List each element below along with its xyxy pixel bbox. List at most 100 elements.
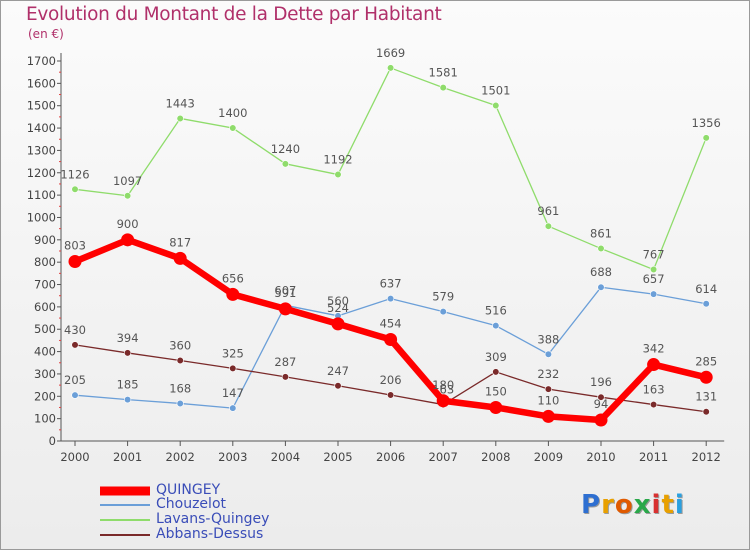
data-label: 579 [432, 290, 454, 304]
data-point [123, 349, 132, 357]
data-point [436, 394, 450, 408]
x-tick-label: 2000 [60, 450, 89, 464]
data-label: 196 [590, 375, 612, 389]
legend-label: QUINGEY [156, 482, 221, 498]
x-tick-label: 2004 [271, 450, 300, 464]
data-label: 360 [169, 339, 191, 353]
data-point [594, 413, 608, 427]
x-tick-label: 2003 [218, 450, 247, 464]
legend-swatch [100, 486, 150, 496]
proxiti-logo: Proxiti [581, 490, 685, 520]
x-tick-label: 2001 [113, 450, 142, 464]
x-tick-label: 2008 [481, 450, 510, 464]
y-tick-label: 400 [34, 345, 56, 359]
data-label: 637 [380, 277, 402, 291]
data-point [597, 244, 605, 253]
data-point [384, 333, 398, 347]
data-point [173, 251, 187, 265]
data-label: 861 [590, 227, 612, 241]
data-point [702, 134, 710, 142]
data-label: 688 [590, 265, 612, 279]
y-tick-label: 1000 [27, 210, 56, 224]
data-point [71, 341, 79, 349]
data-label: 657 [643, 272, 665, 286]
data-point [544, 222, 553, 230]
data-point [439, 307, 447, 316]
data-point [176, 114, 184, 123]
data-label: 342 [643, 342, 665, 356]
data-point [229, 124, 237, 132]
y-tick-label: 1400 [27, 121, 56, 135]
y-tick-label: 700 [34, 278, 56, 292]
data-label: 900 [117, 217, 139, 231]
data-label: 1501 [481, 83, 510, 97]
data-point [121, 233, 135, 247]
y-tick-label: 1700 [27, 54, 56, 68]
data-point [439, 83, 447, 92]
data-point [71, 391, 79, 399]
data-label: 147 [222, 386, 244, 400]
data-label: 1669 [376, 46, 405, 60]
data-point [229, 364, 237, 372]
legend-swatch [100, 504, 150, 506]
data-point [492, 322, 500, 330]
x-tick-label: 2009 [534, 450, 563, 464]
legend-label: Chouzelot [156, 496, 226, 512]
data-label: 388 [537, 332, 559, 346]
data-point [176, 399, 184, 408]
data-label: 656 [222, 271, 244, 285]
data-point [331, 317, 345, 331]
x-tick-label: 2011 [639, 450, 668, 464]
data-label: 163 [643, 383, 665, 397]
data-label: 205 [64, 373, 86, 387]
y-tick-label: 300 [34, 367, 56, 381]
data-point [123, 396, 132, 404]
data-label: 180 [432, 378, 454, 392]
data-label: 150 [485, 384, 507, 398]
data-label: 309 [485, 350, 507, 364]
data-label: 285 [695, 354, 717, 368]
chart-series: 1126 109714431400124011921669158115019618… [60, 46, 721, 427]
y-tick-label: 600 [34, 300, 56, 314]
data-label: 1126 [60, 167, 89, 181]
series-chouzelot: 205 185 168 147 607 560 637 579 516 388 688 657 614 [64, 265, 717, 412]
data-point [71, 185, 79, 193]
data-point [544, 385, 553, 393]
data-label: 247 [327, 364, 349, 378]
legend-label: Abbans-Dessus [156, 526, 264, 542]
y-tick-label: 500 [34, 322, 56, 336]
data-label: 591 [274, 286, 296, 300]
data-label: 524 [327, 301, 349, 315]
data-point [387, 391, 395, 399]
data-label: 110 [537, 393, 559, 407]
data-point [123, 192, 132, 200]
data-label: 607 [274, 283, 296, 297]
data-label: 325 [222, 346, 244, 360]
data-label: 516 [485, 304, 507, 318]
data-label: 1240 [271, 142, 300, 156]
data-label: 394 [117, 331, 139, 345]
y-tick-label: 200 [34, 389, 56, 403]
x-tick-label: 2007 [429, 450, 458, 464]
x-tick-label: 2010 [586, 450, 615, 464]
legend-swatch [100, 534, 150, 536]
data-point [387, 64, 395, 72]
y-tick-label: 1300 [27, 143, 56, 157]
data-label: 94 [594, 397, 609, 411]
data-label: 168 [169, 381, 191, 395]
data-point [281, 160, 290, 168]
data-label: 1356 [692, 116, 721, 130]
x-tick-label: 2006 [376, 450, 405, 464]
data-label: 1443 [166, 96, 195, 110]
data-point [334, 170, 342, 179]
y-tick-label: 800 [34, 255, 56, 269]
data-label: 961 [537, 204, 559, 218]
data-point [281, 373, 290, 381]
y-tick-label: 0 [49, 434, 56, 448]
data-label: 1400 [218, 106, 247, 120]
data-point [229, 404, 237, 412]
data-label: 287 [274, 355, 296, 369]
